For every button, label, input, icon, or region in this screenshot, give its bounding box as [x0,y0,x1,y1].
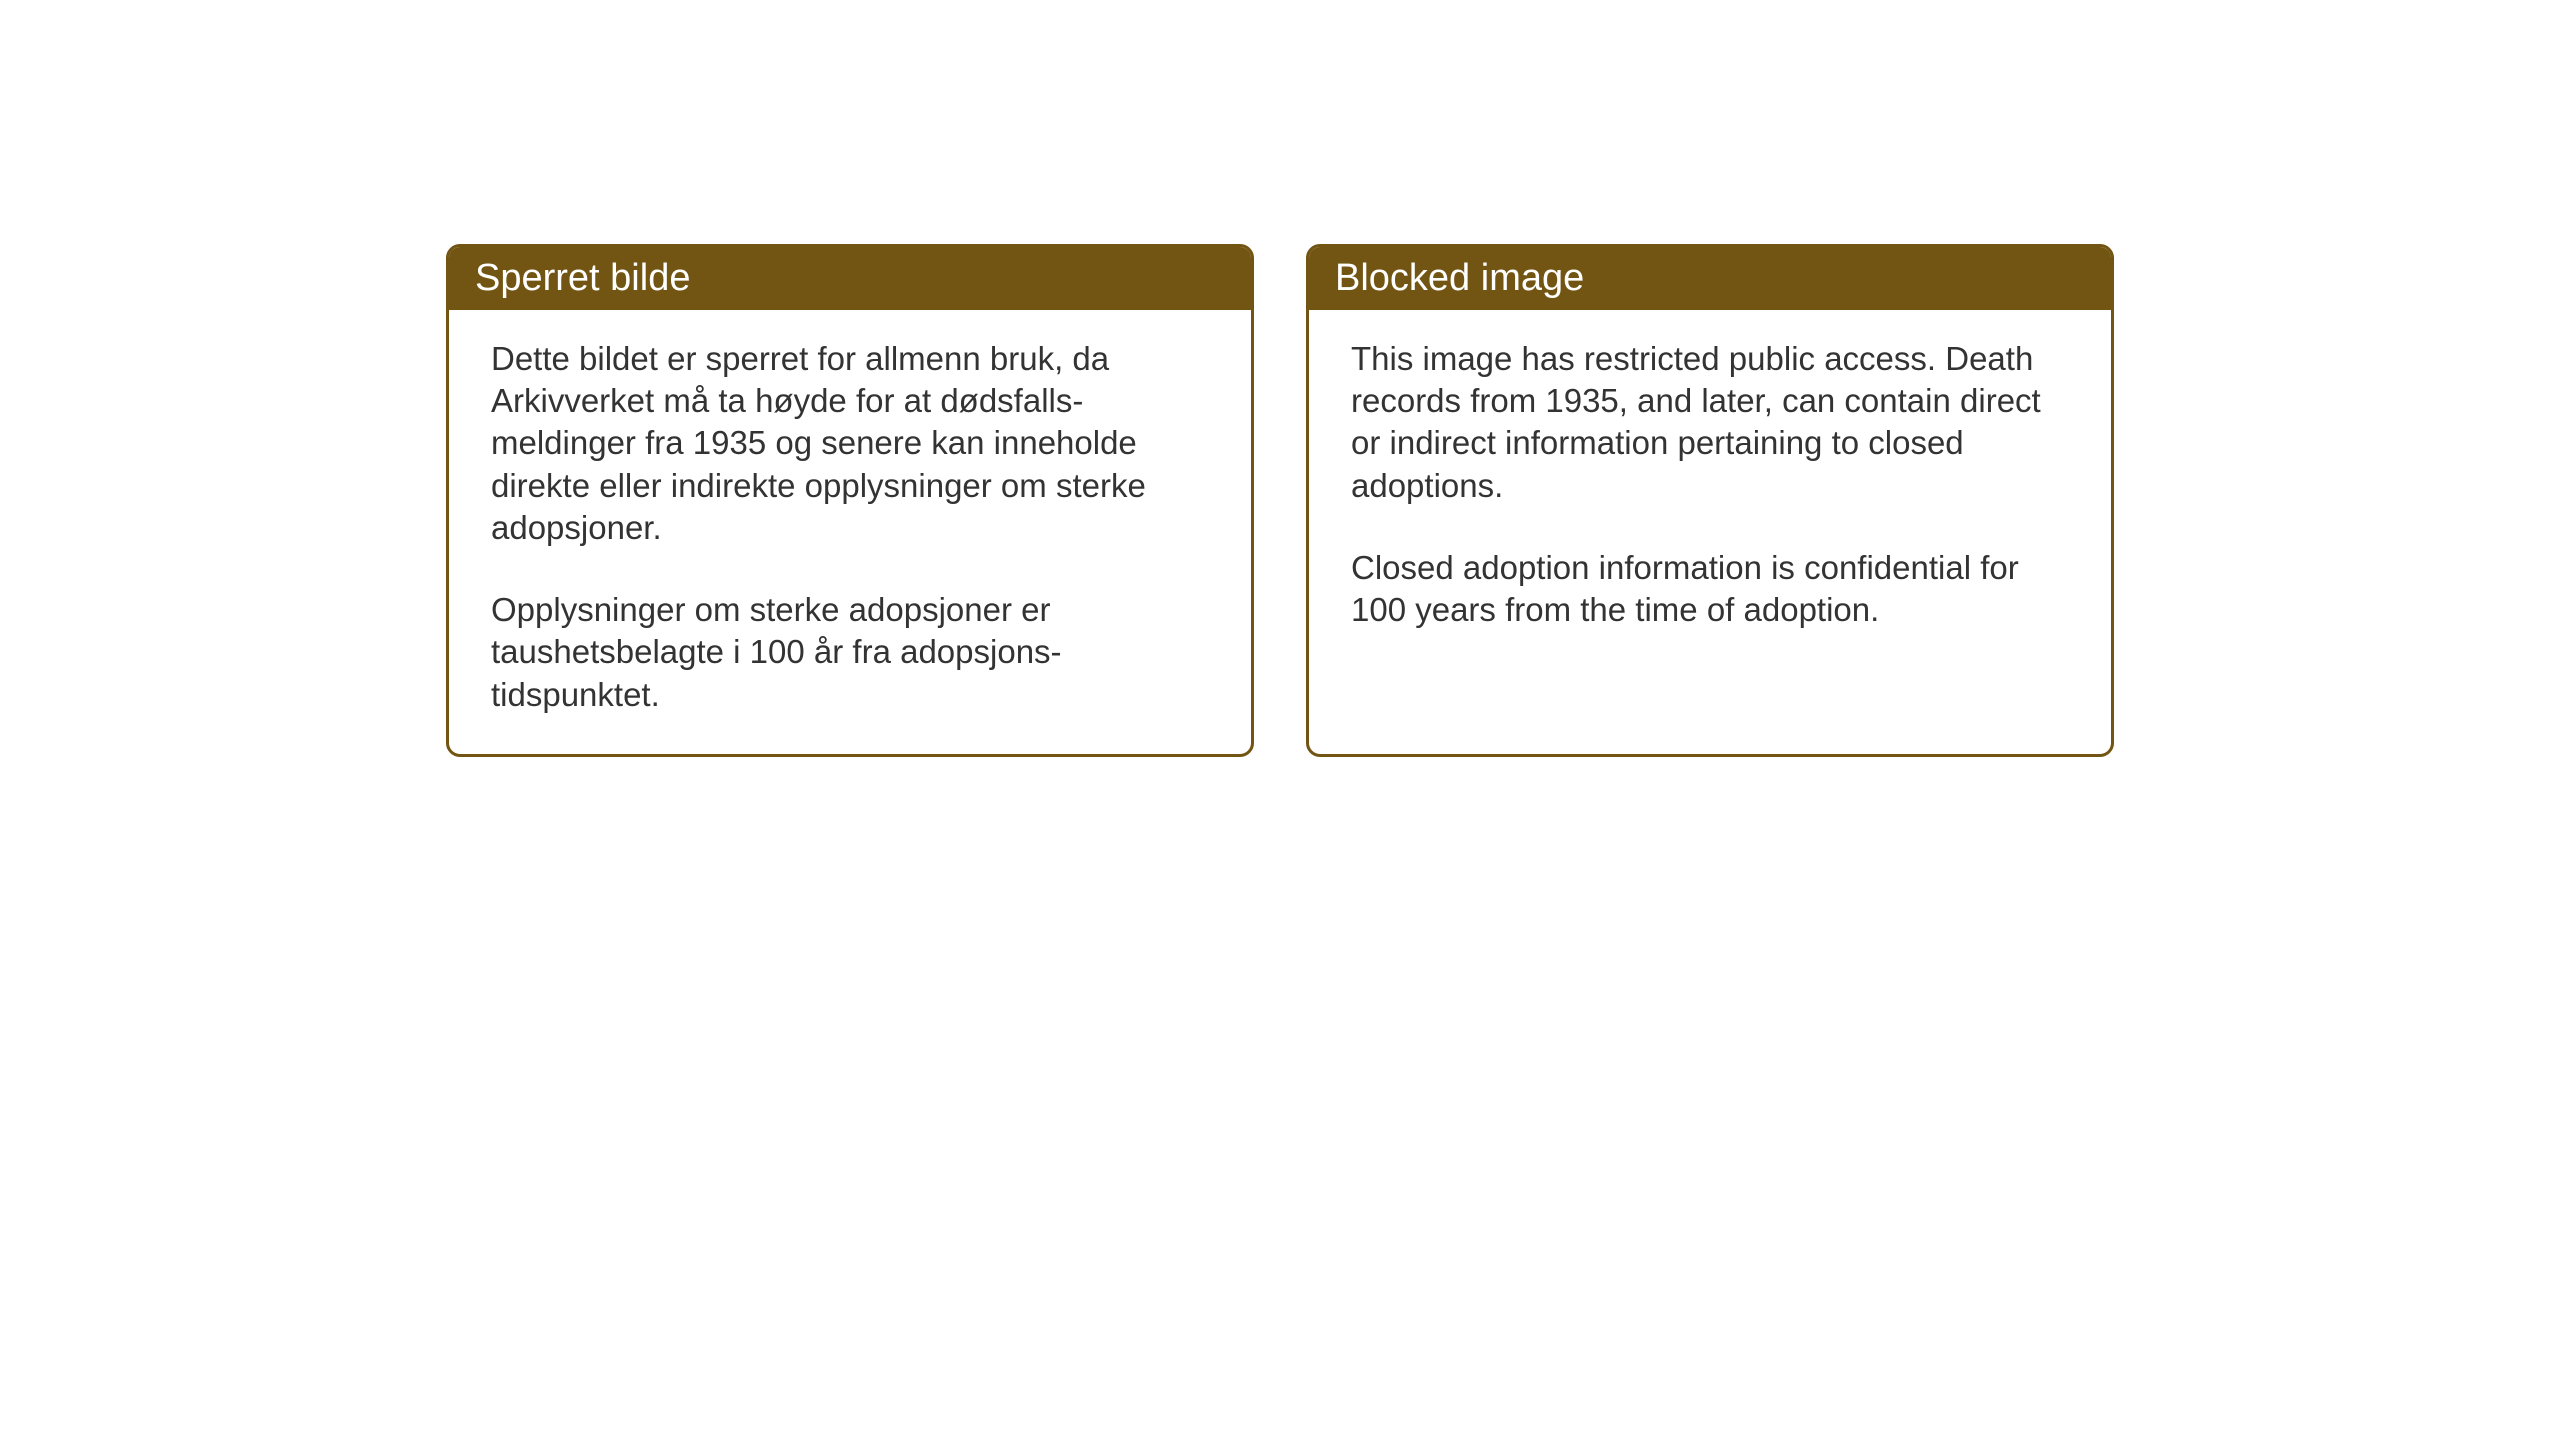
card-title-english: Blocked image [1335,257,1584,299]
card-paragraph2-english: Closed adoption information is confident… [1351,547,2069,631]
card-body-english: This image has restricted public access.… [1309,310,2111,669]
card-header-norwegian: Sperret bilde [449,247,1251,310]
card-body-norwegian: Dette bildet er sperret for allmenn bruk… [449,310,1251,754]
notice-card-english: Blocked image This image has restricted … [1306,244,2114,757]
card-paragraph1-english: This image has restricted public access.… [1351,338,2069,507]
notice-card-norwegian: Sperret bilde Dette bildet er sperret fo… [446,244,1254,757]
card-paragraph2-norwegian: Opplysninger om sterke adopsjoner er tau… [491,589,1209,716]
notice-container: Sperret bilde Dette bildet er sperret fo… [446,244,2114,757]
card-paragraph1-norwegian: Dette bildet er sperret for allmenn bruk… [491,338,1209,549]
card-title-norwegian: Sperret bilde [475,257,690,299]
card-header-english: Blocked image [1309,247,2111,310]
